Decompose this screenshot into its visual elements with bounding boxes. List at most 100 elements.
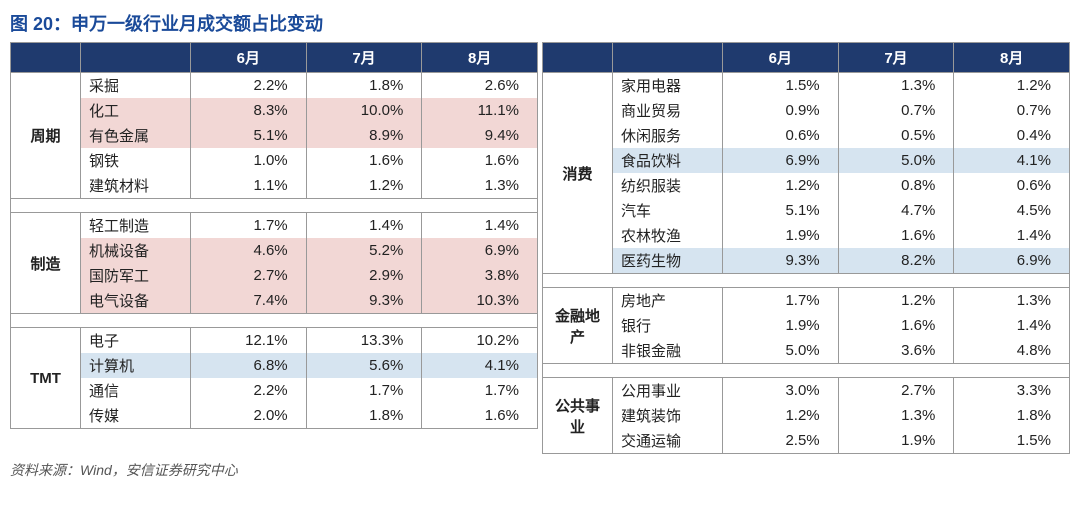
value-cell: 2.2%	[191, 378, 307, 403]
value-cell: 9.3%	[306, 288, 422, 314]
table-row: 有色金属5.1%8.9%9.4%	[11, 123, 538, 148]
value-cell: 5.2%	[306, 238, 422, 263]
value-cell: 3.8%	[422, 263, 538, 288]
tables-wrap: 6月 7月 8月 周期采掘2.2%1.8%2.6%化工8.3%10.0%11.1…	[10, 42, 1070, 454]
industry-label: 休闲服务	[613, 123, 723, 148]
table-row: 国防军工2.7%2.9%3.8%	[11, 263, 538, 288]
industry-label: 建筑装饰	[613, 403, 723, 428]
industry-label: 农林牧渔	[613, 223, 723, 248]
category-cell: 金融地产	[543, 288, 613, 364]
value-cell: 5.1%	[723, 198, 839, 223]
table-row: 休闲服务0.6%0.5%0.4%	[543, 123, 1070, 148]
industry-label: 银行	[613, 313, 723, 338]
value-cell: 4.7%	[838, 198, 954, 223]
left-th-m2: 7月	[306, 43, 422, 73]
industry-label: 电子	[81, 328, 191, 354]
value-cell: 4.1%	[954, 148, 1070, 173]
value-cell: 4.1%	[422, 353, 538, 378]
industry-label: 纺织服装	[613, 173, 723, 198]
industry-label: 建筑材料	[81, 173, 191, 199]
industry-label: 国防军工	[81, 263, 191, 288]
value-cell: 0.6%	[723, 123, 839, 148]
table-row: 电气设备7.4%9.3%10.3%	[11, 288, 538, 314]
value-cell: 8.3%	[191, 98, 307, 123]
value-cell: 11.1%	[422, 98, 538, 123]
value-cell: 6.8%	[191, 353, 307, 378]
value-cell: 0.8%	[838, 173, 954, 198]
table-row: 制造轻工制造1.7%1.4%1.4%	[11, 213, 538, 239]
right-table: 6月 7月 8月 消费家用电器1.5%1.3%1.2%商业贸易0.9%0.7%0…	[542, 42, 1070, 454]
industry-label: 采掘	[81, 73, 191, 99]
value-cell: 2.9%	[306, 263, 422, 288]
value-cell: 1.0%	[191, 148, 307, 173]
industry-label: 计算机	[81, 353, 191, 378]
value-cell: 10.0%	[306, 98, 422, 123]
left-header-row: 6月 7月 8月	[11, 43, 538, 73]
value-cell: 13.3%	[306, 328, 422, 354]
group-spacer	[11, 314, 538, 328]
value-cell: 10.3%	[422, 288, 538, 314]
value-cell: 10.2%	[422, 328, 538, 354]
value-cell: 1.7%	[723, 288, 839, 314]
industry-label: 食品饮料	[613, 148, 723, 173]
value-cell: 9.3%	[723, 248, 839, 274]
value-cell: 0.7%	[838, 98, 954, 123]
value-cell: 1.8%	[306, 403, 422, 429]
value-cell: 5.0%	[838, 148, 954, 173]
value-cell: 1.7%	[422, 378, 538, 403]
value-cell: 6.9%	[723, 148, 839, 173]
left-th-m3: 8月	[422, 43, 538, 73]
value-cell: 2.6%	[422, 73, 538, 99]
group-spacer	[543, 364, 1070, 378]
industry-label: 钢铁	[81, 148, 191, 173]
value-cell: 1.2%	[306, 173, 422, 199]
value-cell: 1.9%	[723, 223, 839, 248]
value-cell: 1.5%	[954, 428, 1070, 454]
table-row: 公共事业公用事业3.0%2.7%3.3%	[543, 378, 1070, 404]
industry-label: 轻工制造	[81, 213, 191, 239]
table-row: 汽车5.1%4.7%4.5%	[543, 198, 1070, 223]
right-th-m2: 7月	[838, 43, 954, 73]
industry-label: 汽车	[613, 198, 723, 223]
value-cell: 1.6%	[838, 313, 954, 338]
value-cell: 4.8%	[954, 338, 1070, 364]
value-cell: 1.3%	[838, 403, 954, 428]
value-cell: 1.8%	[954, 403, 1070, 428]
value-cell: 1.5%	[723, 73, 839, 99]
table-row: 农林牧渔1.9%1.6%1.4%	[543, 223, 1070, 248]
value-cell: 1.6%	[422, 403, 538, 429]
table-row: 计算机6.8%5.6%4.1%	[11, 353, 538, 378]
value-cell: 5.6%	[306, 353, 422, 378]
table-row: 医药生物9.3%8.2%6.9%	[543, 248, 1070, 274]
value-cell: 1.4%	[954, 313, 1070, 338]
value-cell: 1.2%	[838, 288, 954, 314]
value-cell: 1.7%	[306, 378, 422, 403]
industry-label: 家用电器	[613, 73, 723, 99]
table-row: 非银金融5.0%3.6%4.8%	[543, 338, 1070, 364]
value-cell: 1.6%	[306, 148, 422, 173]
category-cell: 周期	[11, 73, 81, 199]
industry-label: 房地产	[613, 288, 723, 314]
industry-label: 通信	[81, 378, 191, 403]
table-row: 钢铁1.0%1.6%1.6%	[11, 148, 538, 173]
value-cell: 6.9%	[422, 238, 538, 263]
table-row: 金融地产房地产1.7%1.2%1.3%	[543, 288, 1070, 314]
value-cell: 1.9%	[723, 313, 839, 338]
value-cell: 6.9%	[954, 248, 1070, 274]
right-th-m1: 6月	[723, 43, 839, 73]
right-table-container: 6月 7月 8月 消费家用电器1.5%1.3%1.2%商业贸易0.9%0.7%0…	[542, 42, 1070, 454]
value-cell: 5.1%	[191, 123, 307, 148]
value-cell: 3.6%	[838, 338, 954, 364]
value-cell: 1.2%	[954, 73, 1070, 99]
value-cell: 1.4%	[422, 213, 538, 239]
group-spacer	[11, 199, 538, 213]
value-cell: 5.0%	[723, 338, 839, 364]
value-cell: 3.0%	[723, 378, 839, 404]
value-cell: 1.6%	[838, 223, 954, 248]
table-row: 银行1.9%1.6%1.4%	[543, 313, 1070, 338]
industry-label: 机械设备	[81, 238, 191, 263]
table-row: 纺织服装1.2%0.8%0.6%	[543, 173, 1070, 198]
left-table: 6月 7月 8月 周期采掘2.2%1.8%2.6%化工8.3%10.0%11.1…	[10, 42, 538, 429]
value-cell: 2.7%	[838, 378, 954, 404]
industry-label: 公用事业	[613, 378, 723, 404]
